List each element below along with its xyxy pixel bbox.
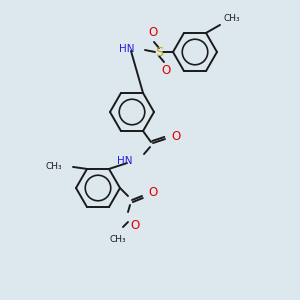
Text: S: S [155, 46, 163, 59]
Text: CH₃: CH₃ [224, 14, 241, 23]
Text: O: O [148, 187, 157, 200]
Text: HN: HN [119, 44, 135, 54]
Text: O: O [171, 130, 180, 142]
Text: O: O [130, 219, 139, 232]
Text: CH₃: CH₃ [110, 235, 126, 244]
Text: HN: HN [116, 156, 132, 166]
Text: O: O [148, 26, 158, 40]
Text: O: O [161, 64, 171, 77]
Text: CH₃: CH₃ [45, 162, 62, 171]
